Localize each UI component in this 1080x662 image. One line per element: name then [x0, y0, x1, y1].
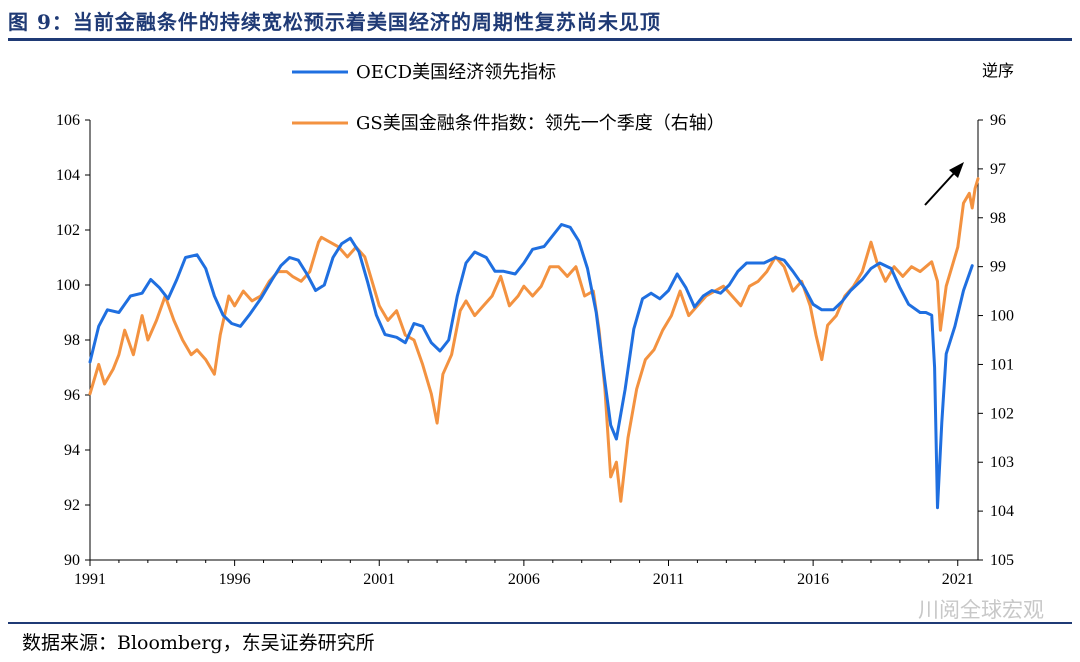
title-rule — [8, 38, 1072, 41]
left-tick-label: 94 — [64, 442, 80, 459]
x-tick-label: 1996 — [219, 571, 251, 588]
left-tick-label: 104 — [56, 167, 80, 184]
trend-arrow-head — [949, 162, 964, 178]
figure-title: 图 9：当前金融条件的持续宽松预示着美国经济的周期性复苏尚未见顶 — [8, 10, 661, 34]
left-tick-label: 102 — [56, 222, 80, 239]
chart-annotation — [924, 162, 964, 206]
right-axis-label: 逆序 — [982, 62, 1014, 80]
x-tick-label: 2016 — [797, 571, 829, 588]
right-tick-label: 97 — [990, 161, 1006, 178]
right-tick-label: 101 — [990, 356, 1014, 373]
right-tick-label: 102 — [990, 405, 1014, 422]
left-tick-label: 106 — [56, 112, 80, 129]
x-tick-label: 2006 — [508, 571, 540, 588]
right-tick-label: 104 — [990, 503, 1014, 520]
right-tick-label: 96 — [990, 112, 1006, 129]
right-tick-label: 105 — [990, 552, 1014, 569]
x-tick-label: 2021 — [942, 571, 974, 588]
chart-series — [88, 177, 980, 510]
right-tick-label: 103 — [990, 454, 1014, 471]
trend-arrow-shaft — [924, 169, 958, 206]
x-tick-label: 2011 — [653, 571, 684, 588]
right-tick-label: 98 — [990, 210, 1006, 227]
left-tick-label: 96 — [64, 387, 80, 404]
left-tick-label: 98 — [64, 332, 80, 349]
x-tick-label: 2001 — [363, 571, 395, 588]
legend-label-gs: GS美国金融条件指数：领先一个季度（右轴） — [356, 113, 725, 134]
source-rule — [8, 622, 1072, 624]
chart-axes: 90 92 94 96 98 100 102 104 106 96 97 98 99 100 101 102 1… — [56, 62, 1014, 588]
series-line-oecd — [88, 223, 974, 510]
left-tick-label: 100 — [56, 277, 80, 294]
watermark: 川阅全球宏观 — [918, 598, 1044, 622]
left-tick-label: 92 — [64, 497, 80, 514]
right-tick-label: 100 — [990, 308, 1014, 325]
chart-legend: OECD美国经济领先指标 GS美国金融条件指数：领先一个季度（右轴） — [292, 62, 725, 134]
x-tick-label: 1991 — [74, 571, 106, 588]
legend-label-oecd: OECD美国经济领先指标 — [356, 62, 556, 83]
source-note: 数据来源：Bloomberg，东吴证券研究所 — [22, 632, 375, 654]
left-tick-label: 90 — [64, 552, 80, 569]
right-tick-label: 99 — [990, 259, 1006, 276]
series-line-gs — [88, 177, 980, 503]
